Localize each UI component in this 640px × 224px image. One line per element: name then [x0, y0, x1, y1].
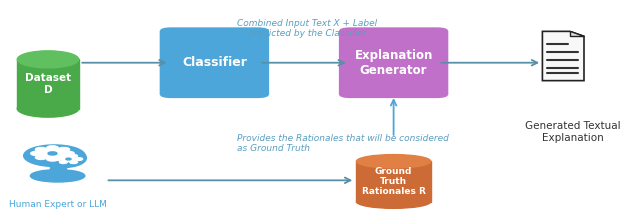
- Text: Provides the Rationales that will be considered
as Ground Truth: Provides the Rationales that will be con…: [237, 134, 449, 153]
- FancyBboxPatch shape: [160, 27, 269, 98]
- Circle shape: [47, 157, 58, 161]
- Circle shape: [35, 147, 47, 151]
- Polygon shape: [543, 31, 584, 81]
- Polygon shape: [570, 31, 584, 36]
- Ellipse shape: [17, 51, 79, 68]
- Circle shape: [35, 155, 47, 159]
- Bar: [356, 161, 431, 202]
- Circle shape: [63, 151, 74, 155]
- Circle shape: [60, 155, 67, 157]
- Ellipse shape: [17, 100, 79, 117]
- Circle shape: [58, 147, 70, 151]
- FancyBboxPatch shape: [339, 27, 448, 98]
- Circle shape: [66, 158, 71, 160]
- Text: Generated Textual
Explanation: Generated Textual Explanation: [525, 121, 621, 142]
- Text: Combined Input Text X + Label
predicted by the Classifier: Combined Input Text X + Label predicted …: [237, 19, 377, 39]
- Ellipse shape: [30, 170, 85, 182]
- Circle shape: [75, 158, 83, 160]
- Text: Dataset
D: Dataset D: [25, 73, 71, 95]
- Bar: [50, 162, 66, 171]
- Ellipse shape: [356, 155, 431, 168]
- Text: Human Expert or LLM: Human Expert or LLM: [9, 200, 106, 209]
- Ellipse shape: [356, 195, 431, 208]
- Circle shape: [61, 157, 76, 162]
- Bar: [17, 59, 79, 109]
- Circle shape: [54, 158, 62, 160]
- Text: Explanation
Generator: Explanation Generator: [355, 49, 433, 77]
- Ellipse shape: [42, 149, 86, 168]
- Circle shape: [70, 155, 77, 157]
- Circle shape: [24, 145, 85, 166]
- Circle shape: [41, 149, 64, 157]
- Circle shape: [58, 155, 70, 159]
- Circle shape: [70, 161, 77, 164]
- Circle shape: [48, 152, 57, 155]
- Text: Ground
Truth
Rationales R: Ground Truth Rationales R: [362, 166, 426, 196]
- Text: Classifier: Classifier: [182, 56, 247, 69]
- Circle shape: [31, 151, 42, 155]
- Circle shape: [47, 146, 58, 150]
- Circle shape: [60, 161, 67, 164]
